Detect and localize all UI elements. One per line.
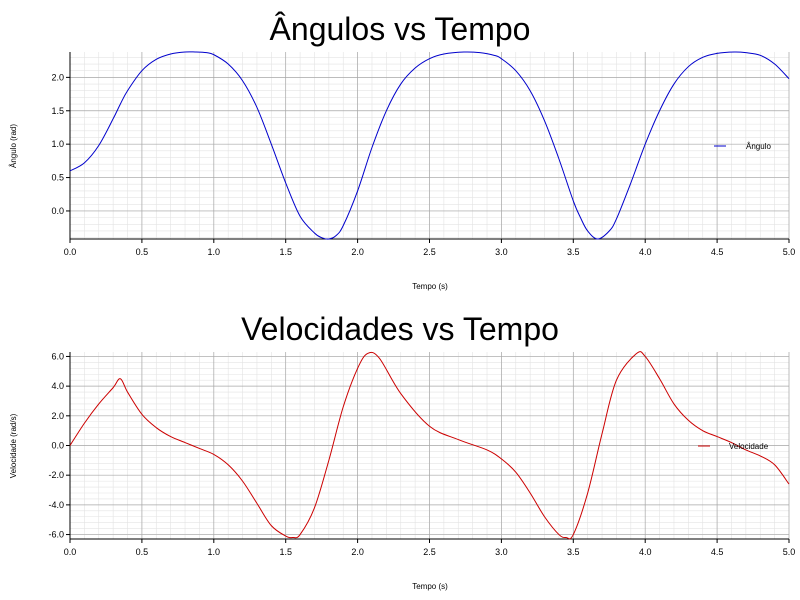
chart1-xtick-label: 4.0: [639, 247, 652, 257]
chart1-plot-area: 0.0 0.5 1.0 1.5 2.0 2.5 3.0 3.5 4.0 4.5 5.0 0.0 0.5 1…: [51, 51, 796, 257]
chart1-xtick-label: 1.0: [208, 247, 221, 257]
chart1-ytick-label: 0.0: [51, 206, 64, 216]
chart1-xtick-label: 1.5: [279, 247, 292, 257]
chart1-xtick-label: 4.5: [711, 247, 724, 257]
chart2-xtick-label: 0.0: [64, 547, 77, 557]
chart1-xtick-label: 0.5: [136, 247, 149, 257]
chart2-ytick-label: 0.0: [51, 441, 64, 451]
chart1-ytick-label: 1.0: [51, 139, 64, 149]
chart1-xtick-label: 2.0: [351, 247, 364, 257]
chart2-xtick-label: 1.5: [279, 547, 292, 557]
chart2-xtick-label: 3.5: [567, 547, 580, 557]
chart1-ytick-label: 1.5: [51, 106, 64, 116]
chart2-title: Velocidades vs Tempo: [241, 311, 559, 347]
chart2-plot-area: 0.0 0.5 1.0 1.5 2.0 2.5 3.0 3.5 4.0 4.5 5.0 6.0 4.0 2…: [48, 351, 795, 557]
chart1-title: Ângulos vs Tempo: [270, 11, 531, 47]
chart1-xtick-label: 2.5: [423, 247, 436, 257]
chart1-ylabel: Ângulo (rad): [9, 124, 18, 168]
chart1-ytick-label: 2.0: [51, 72, 64, 82]
chart2-xtick-label: 1.0: [208, 547, 221, 557]
chart1-xtick-label: 0.0: [64, 247, 77, 257]
chart2-ytick-label: 4.0: [51, 381, 64, 391]
chart2-xlabel: Tempo (s): [412, 582, 448, 591]
chart1-xtick-label: 3.0: [495, 247, 508, 257]
chart1-xlabel: Tempo (s): [412, 282, 448, 291]
chart1-xtick-label: 3.5: [567, 247, 580, 257]
chart2-xtick-label: 2.0: [351, 547, 364, 557]
chart2-ytick-label: -4.0: [48, 500, 64, 510]
chart2-xtick-label: 3.0: [495, 547, 508, 557]
chart2-xtick-label: 5.0: [783, 547, 796, 557]
chart1-series-line-1: [69, 51, 790, 240]
chart2-ytick-label: -2.0: [48, 470, 64, 480]
chart2-ylabel: Velocidade (rad/s): [9, 413, 18, 478]
chart2-xtick-label: 4.5: [711, 547, 724, 557]
chart2-ytick-label: -6.0: [48, 530, 64, 540]
chart1-xtick-label: 5.0: [783, 247, 796, 257]
chart2-series-line-1: [69, 351, 790, 540]
chart1-ytick-label: 0.5: [51, 173, 64, 183]
chart2-xtick-label: 2.5: [423, 547, 436, 557]
chart2-xtick-label: 0.5: [136, 547, 149, 557]
chart2-ytick-label: 2.0: [51, 411, 64, 421]
chart1-legend-label: Ângulo: [746, 142, 771, 151]
chart2-legend-label: Velocidade: [729, 442, 769, 451]
chart2-ytick-label: 6.0: [51, 351, 64, 361]
chart2-xtick-label: 4.0: [639, 547, 652, 557]
